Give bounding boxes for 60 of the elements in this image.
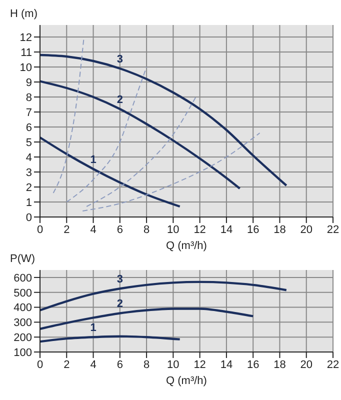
- series-label: 2: [116, 94, 123, 106]
- y-axis-title: H (m): [10, 8, 38, 21]
- line-series: [40, 80, 241, 190]
- y-tick-label: 1: [26, 196, 32, 209]
- line-series: [40, 308, 254, 330]
- x-tick-label: 0: [36, 358, 44, 371]
- y-tick-label: 8: [26, 92, 32, 104]
- x-tick-label: 10: [167, 358, 180, 371]
- y-tick-label: 6: [26, 122, 32, 134]
- x-tick-label: 4: [90, 358, 96, 371]
- y-tick-label: 100: [14, 346, 32, 359]
- y-axis-title: P(W): [10, 253, 36, 266]
- x-tick-label: 0: [36, 224, 44, 236]
- series-label: 3: [116, 54, 123, 66]
- x-tick-label: 6: [116, 358, 123, 371]
- line-series: [40, 54, 288, 187]
- line-series: [86, 96, 196, 207]
- y-tick-label: 4: [26, 152, 32, 164]
- series-label: 1: [90, 154, 96, 166]
- x-tick-label: 2: [64, 224, 70, 236]
- x-tick-label: 18: [274, 224, 286, 236]
- y-tick-label: 11: [20, 46, 32, 59]
- y-tick-label: 2: [26, 182, 32, 194]
- x-tick-label: 2: [64, 358, 70, 371]
- y-tick-label: 7: [26, 106, 32, 119]
- x-tick-label: 16: [246, 224, 260, 236]
- x-tick-label: 12: [194, 358, 206, 371]
- y-tick-label: 200: [14, 332, 32, 344]
- x-tick-label: 22: [326, 224, 340, 236]
- y-tick-label: 500: [14, 287, 32, 300]
- x-axis-title: Q (m³/h): [166, 375, 207, 387]
- x-tick-label: 4: [90, 224, 96, 236]
- y-tick-label: 0: [26, 212, 32, 224]
- y-tick-label: 300: [14, 317, 32, 330]
- line-series: [82, 132, 260, 212]
- x-tick-label: 14: [220, 358, 233, 371]
- series-label: 1: [90, 322, 96, 334]
- x-axis-title: Q (m³/h): [166, 240, 207, 252]
- y-tick-label: 5: [26, 136, 32, 149]
- x-tick-label: 8: [143, 358, 150, 371]
- x-tick-label: 14: [220, 224, 233, 236]
- series-label: 2: [116, 298, 123, 310]
- x-tick-label: 18: [274, 358, 286, 371]
- x-tick-label: 16: [246, 358, 260, 371]
- x-tick-label: 20: [300, 358, 312, 371]
- y-tick-label: 3: [26, 166, 32, 179]
- x-tick-label: 22: [326, 358, 340, 371]
- x-tick-label: 6: [116, 224, 123, 236]
- x-tick-label: 10: [167, 224, 180, 236]
- line-series: [66, 66, 148, 202]
- y-tick-label: 10: [20, 62, 32, 74]
- y-tick-label: 600: [14, 272, 32, 284]
- x-tick-label: 8: [143, 224, 150, 236]
- series-label: 3: [116, 274, 123, 286]
- x-tick-label: 12: [194, 224, 206, 236]
- line-series: [40, 136, 181, 208]
- x-tick-label: 20: [300, 224, 312, 236]
- y-tick-label: 400: [14, 302, 32, 314]
- y-tick-label: 9: [26, 76, 32, 89]
- y-tick-label: 12: [20, 32, 32, 44]
